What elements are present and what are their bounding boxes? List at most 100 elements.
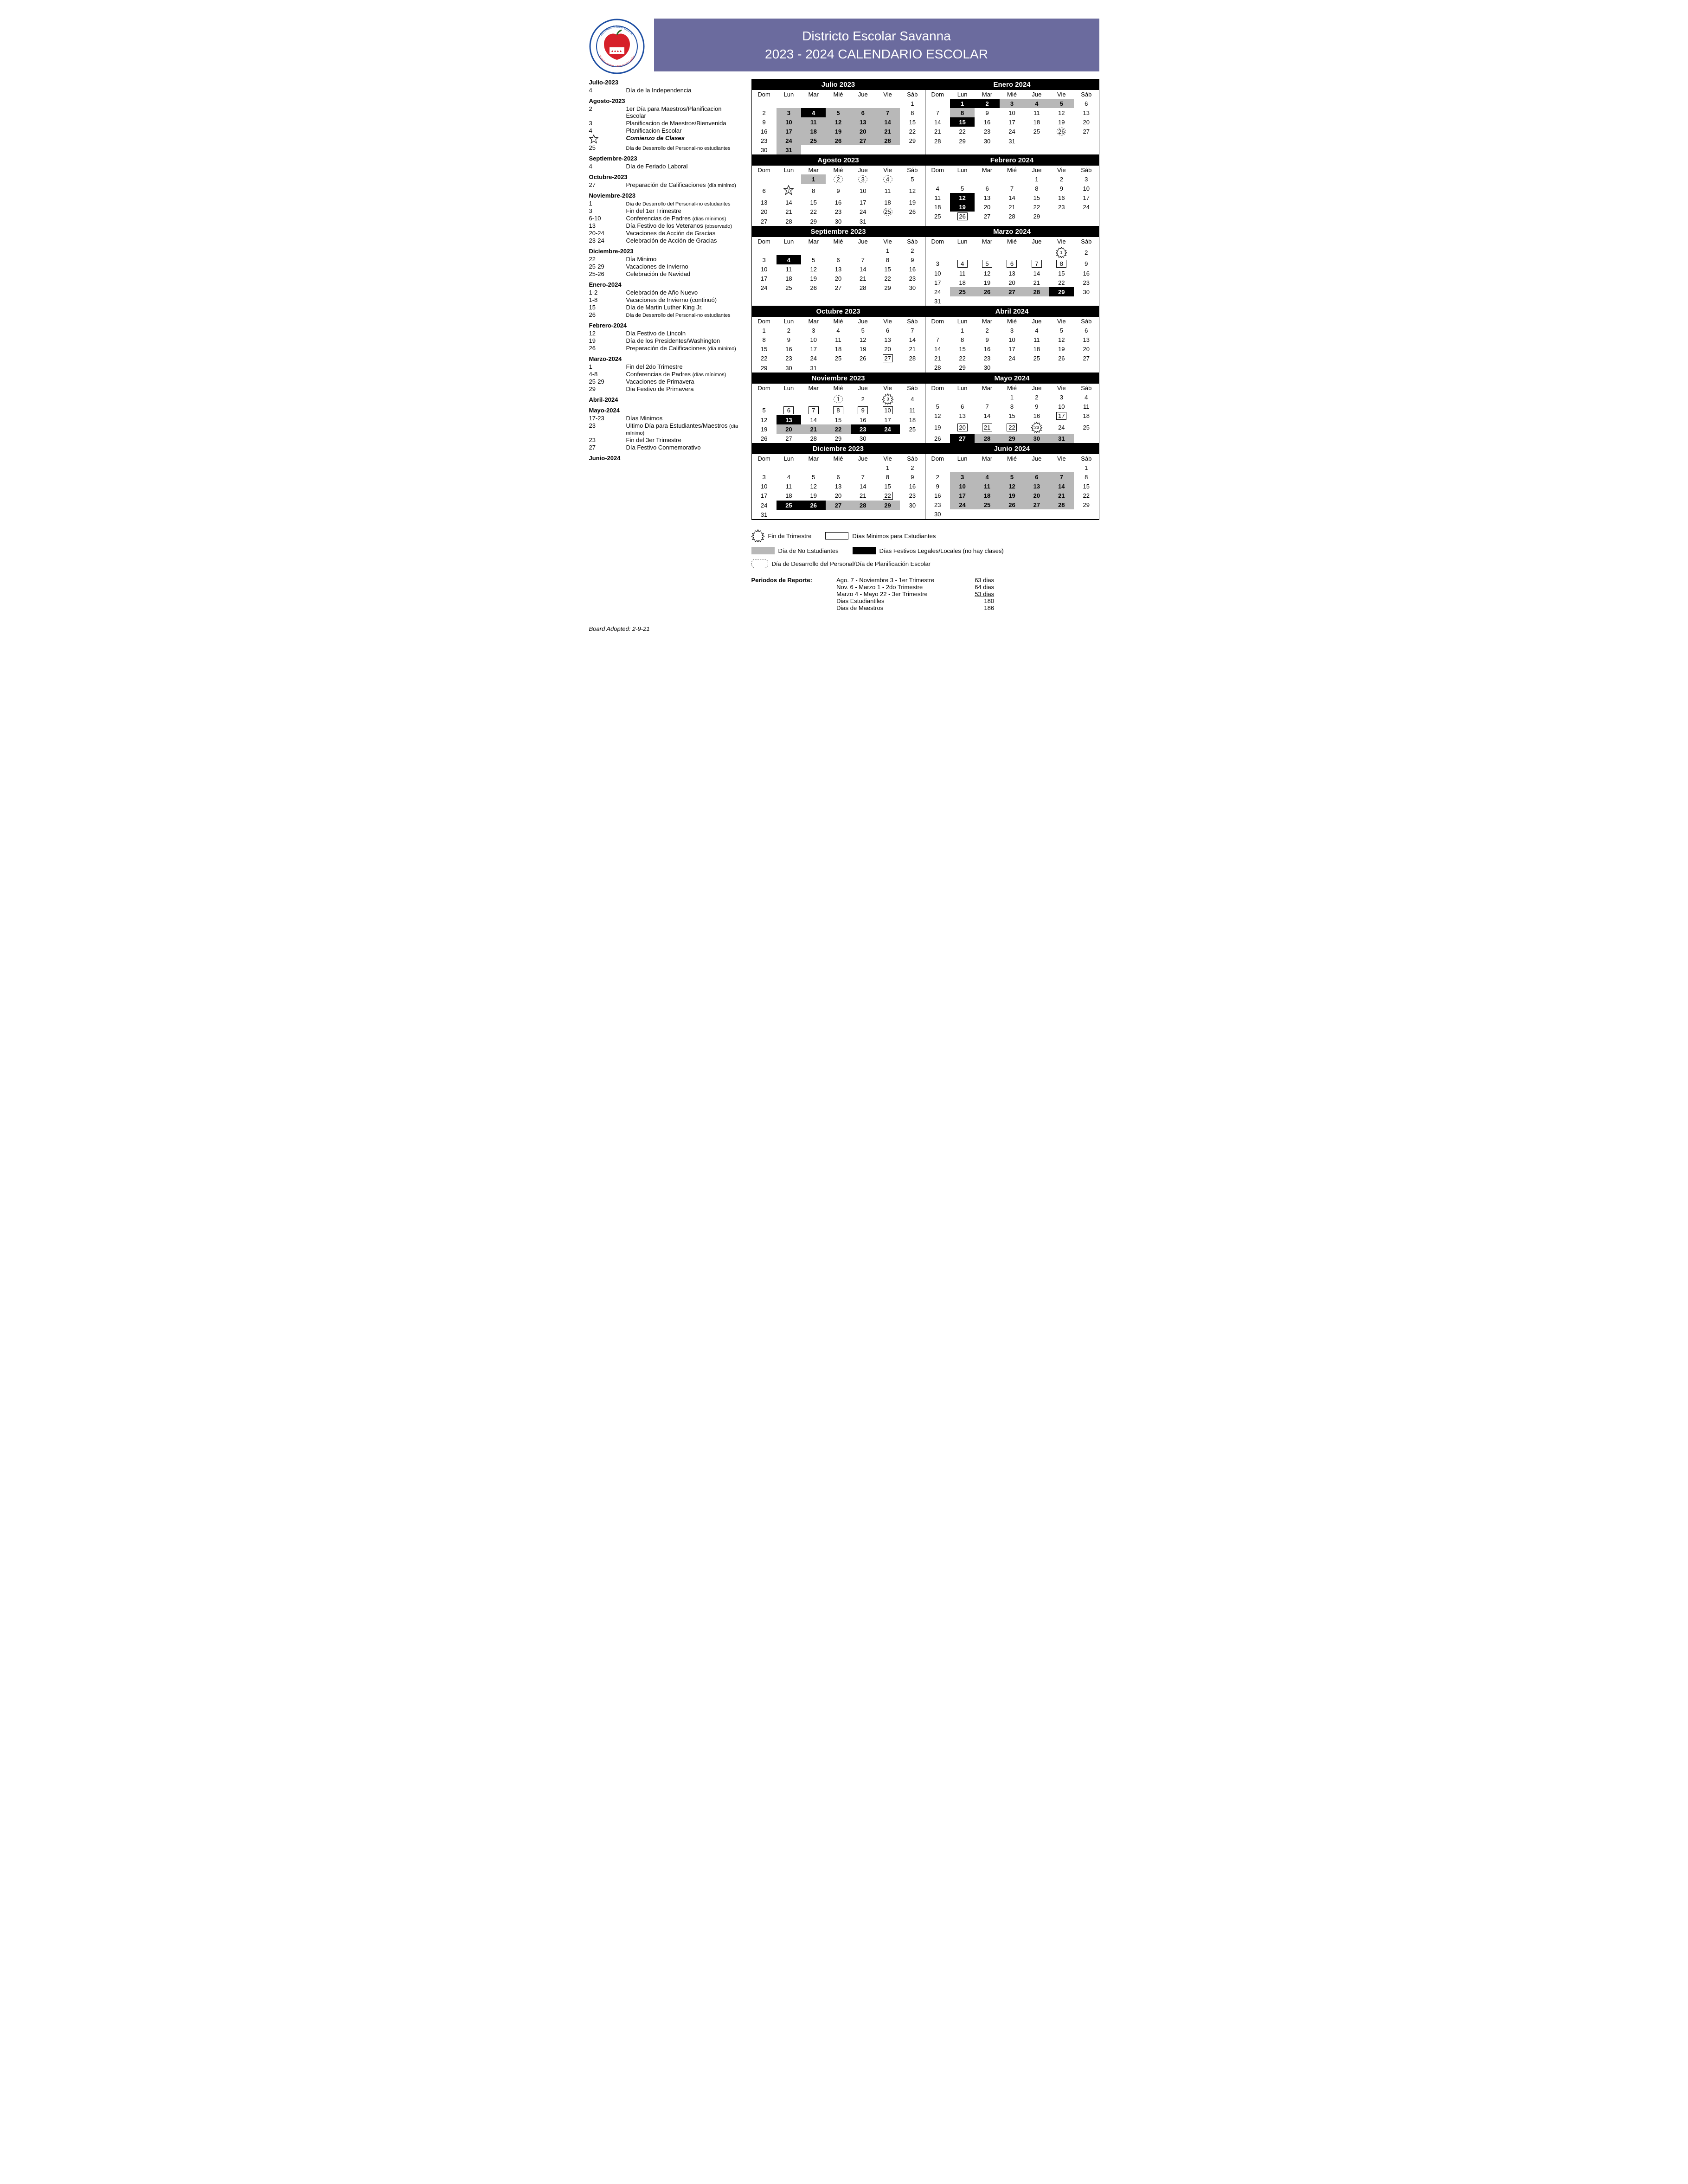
calendar-day: [1024, 246, 1049, 259]
calendar-day: 18: [777, 491, 801, 501]
calendar-day: 29: [950, 136, 975, 146]
calendar-day: 6: [975, 184, 999, 193]
day-header: Lun: [950, 237, 975, 246]
day-header: Jue: [1024, 384, 1049, 392]
calendar-day: 5: [950, 184, 975, 193]
calendar-day: 29: [1049, 287, 1074, 296]
day-header: Lun: [777, 90, 801, 99]
calendar-day: 13: [1074, 108, 1098, 117]
board-adopted: Board Adopted: 2-9-21: [589, 625, 1099, 632]
calendar-day: 30: [975, 136, 999, 146]
day-header: Vie: [1049, 90, 1074, 99]
day-header: Mar: [975, 454, 999, 463]
calendar-day: 9: [1024, 402, 1049, 411]
calendar-day: 23: [900, 491, 924, 501]
calendar-day: 20: [1024, 491, 1049, 500]
calendar-day: 4: [801, 108, 826, 117]
day-header: Sáb: [900, 384, 924, 392]
calendar-day: 26: [801, 283, 826, 292]
event-desc: Planificacion de Maestros/Bienvenida: [626, 120, 742, 127]
day-header: Vie: [875, 166, 900, 174]
day-header: Dom: [752, 454, 777, 463]
calendar-day: 21: [1024, 278, 1049, 287]
calendar-day: 2: [1024, 392, 1049, 402]
calendar-day: [950, 246, 975, 259]
calendar-day: 18: [875, 198, 900, 207]
calendar-day: 28: [1024, 287, 1049, 296]
event-desc: Día de Feriado Laboral: [626, 163, 742, 170]
calendar-month: Octubre 2023DomLunMarMiéJueVieSáb1234567…: [752, 306, 925, 373]
calendar-day: 14: [851, 482, 875, 491]
calendar-day: 22: [875, 274, 900, 283]
calendar-day: 11: [777, 482, 801, 491]
calendar-day: 16: [900, 264, 924, 274]
calendar-day: 16: [975, 117, 999, 127]
event-row: 4Planificacion Escolar: [589, 127, 742, 134]
calendar-day: 29: [1074, 500, 1098, 509]
calendar-day: 7: [925, 335, 950, 344]
day-header: Jue: [851, 454, 875, 463]
event-row: 25-26Celebración de Navidad: [589, 270, 742, 277]
calendar-day: 3: [1000, 326, 1024, 335]
calendar-month-header: Septiembre 2023: [752, 226, 925, 237]
calendar-day: 20: [752, 207, 777, 217]
calendar-day: 11: [875, 184, 900, 198]
day-header: Sáb: [1074, 317, 1098, 326]
event-desc: Día Festivo de Lincoln: [626, 330, 742, 337]
calendar-day: 28: [1049, 500, 1074, 509]
calendar-day: 5: [1049, 326, 1074, 335]
calendar-day: 2: [826, 174, 850, 184]
calendar-month-header: Mayo 2024: [925, 373, 1099, 384]
calendar-day: 21: [925, 127, 950, 136]
calendar-day: 19: [1049, 344, 1074, 353]
calendar-day: 11: [826, 335, 850, 344]
calendar-day: 10: [752, 264, 777, 274]
calendar-day: 10: [875, 405, 900, 415]
event-month-label: Agosto-2023: [589, 97, 742, 104]
event-date: 1-8: [589, 296, 626, 303]
event-date: 17-23: [589, 415, 626, 422]
calendar-day: [925, 326, 950, 335]
calendar-day: 1: [950, 99, 975, 108]
calendar-day: 26: [1000, 500, 1024, 509]
day-header: Sáb: [1074, 384, 1098, 392]
calendar-day: 15: [875, 482, 900, 491]
calendar-day: 18: [826, 344, 850, 353]
event-row: 15Día de Martin Luther King Jr.: [589, 304, 742, 311]
event-desc: Vacaciones de Invierno: [626, 263, 742, 270]
event-desc: Comienzo de Clases: [626, 135, 742, 141]
calendar-day: 30: [900, 283, 924, 292]
calendar-day: [975, 174, 999, 184]
calendar-day: 16: [925, 491, 950, 500]
calendar-day: 20: [950, 421, 975, 434]
calendar-day: 9: [975, 108, 999, 117]
calendar-day: 2: [752, 108, 777, 117]
calendar-day: 12: [925, 411, 950, 421]
calendar-day: 21: [975, 421, 999, 434]
calendar-day: 19: [752, 424, 777, 434]
event-desc: 1er Día para Maestros/Planificacion Esco…: [626, 105, 742, 119]
calendar-day: [826, 463, 850, 472]
day-header: Mar: [975, 317, 999, 326]
event-row: 1Día de Desarrollo del Personal-no estud…: [589, 200, 742, 207]
day-header: Dom: [752, 166, 777, 174]
event-row: 4Día de Feriado Laboral: [589, 163, 742, 170]
event-desc: Conferencias de Padres (días mínimos): [626, 215, 742, 222]
day-header: Vie: [875, 237, 900, 246]
calendar-day: 8: [801, 184, 826, 198]
calendar-day: 16: [826, 198, 850, 207]
event-row: 3Planificacion de Maestros/Bienvenida: [589, 120, 742, 127]
calendar-day: 24: [875, 424, 900, 434]
event-row: 29Dia Festivo de Primavera: [589, 385, 742, 392]
day-header: Mar: [801, 237, 826, 246]
calendar-day: 9: [900, 472, 924, 482]
event-desc: Vacaciones de Acción de Gracias: [626, 230, 742, 237]
period-value: 64 dias: [962, 584, 994, 591]
event-desc: Conferencias de Padres (días mínimos): [626, 371, 742, 378]
calendar-day: [975, 246, 999, 259]
calendar-day: 6: [875, 326, 900, 335]
day-header: Mar: [801, 384, 826, 392]
calendar-day: 17: [801, 344, 826, 353]
calendar-day: 12: [900, 184, 924, 198]
day-header: Mié: [1000, 166, 1024, 174]
